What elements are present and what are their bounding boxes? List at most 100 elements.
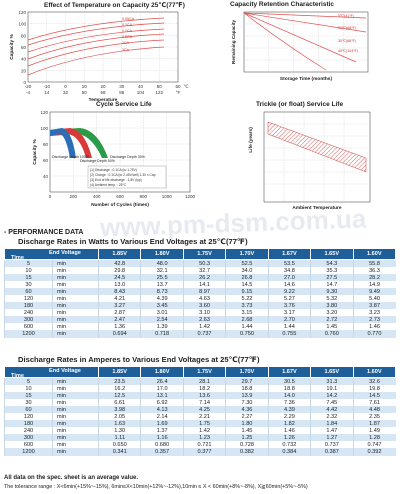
- x-tick-c: -10: [43, 84, 50, 89]
- y-tick: 0: [23, 80, 26, 85]
- value-cell: 6.61: [97, 399, 141, 407]
- value-cell: 4.13: [140, 406, 184, 414]
- footer-tolerance: The tolerance range : X<6min(+15%~-15%),…: [4, 484, 308, 490]
- voltage-header: 1.85V: [97, 366, 142, 378]
- value-cell: 31.3: [310, 377, 354, 386]
- value-cell: 3.87: [352, 302, 396, 310]
- table-row: 1200 min 0.341 0.357 0.377 0.382 0.384 0.387 0.3…: [4, 448, 396, 456]
- voltage-header: 1.60V: [352, 248, 397, 260]
- value-cell: 3.80: [310, 302, 354, 310]
- y-tick: 60: [21, 45, 27, 50]
- time-cell: 1200: [4, 330, 53, 338]
- cycle-life-plot: Discharge Depth 100% Discharge Depth 50%…: [32, 110, 196, 208]
- x-tick-f: 32: [63, 90, 69, 95]
- value-cell: 14.6: [267, 281, 311, 289]
- value-cell: 6.92: [140, 399, 184, 407]
- value-cell: 34.8: [267, 267, 311, 275]
- time-cell: 15: [4, 274, 53, 282]
- value-cell: 3.98: [97, 406, 141, 414]
- cycle-note: (3) End of life discharge : 1.8V (typ): [90, 178, 142, 182]
- value-cell: 27.0: [267, 274, 311, 282]
- x-tick-c: 60: [175, 84, 181, 89]
- cycle-note: (4) Ambient temp. : 25℃: [90, 183, 126, 187]
- value-cell: 14.5: [225, 281, 269, 289]
- value-cell: 1.39: [140, 323, 184, 331]
- value-cell: 35.3: [310, 267, 354, 275]
- time-cell: 5: [4, 377, 53, 386]
- value-cell: 3.45: [140, 302, 184, 310]
- value-cell: 5.32: [310, 295, 354, 303]
- y-tick: 60: [43, 158, 49, 163]
- value-cell: 12.5: [97, 392, 141, 400]
- value-cell: 2.05: [97, 413, 141, 421]
- value-cell: 1.82: [267, 420, 311, 428]
- value-cell: 1.45: [225, 427, 269, 435]
- value-cell: 13.7: [140, 281, 184, 289]
- temp-capacity-plot: 0.05CA 0.1CA 0.2CA 0.5CA 1CA 3CA 120 100…: [9, 10, 189, 103]
- unit-cell: min: [52, 448, 99, 456]
- value-cell: 29.8: [97, 267, 141, 275]
- voltage-header: 1.67V: [267, 248, 312, 260]
- value-cell: 7.36: [267, 399, 311, 407]
- y-axis-label: Capacity %: [9, 33, 15, 59]
- value-cell: 1.44: [267, 323, 311, 331]
- trickle-life-plot: Life (years) Ambient Temperature: [248, 111, 371, 211]
- value-cell: 1.42: [182, 323, 226, 331]
- value-cell: 0.392: [352, 448, 396, 456]
- value-cell: 4.63: [182, 295, 226, 303]
- value-cell: 50.3: [182, 259, 226, 268]
- value-cell: 9.22: [267, 288, 311, 296]
- time-cell: 30: [4, 399, 53, 407]
- cycle-life-chart: Cycle Service Life Discharge Depth 100% …: [30, 100, 230, 212]
- value-cell: 3.73: [225, 302, 269, 310]
- value-cell: 18.2: [182, 385, 226, 393]
- x-tick-f: 86: [119, 90, 125, 95]
- value-cell: 1.30: [97, 427, 141, 435]
- x-axis-label: Storage Time (months): [280, 76, 333, 82]
- y-axis-label: Life (years): [248, 127, 254, 153]
- value-cell: 4.21: [97, 295, 141, 303]
- value-cell: 1.16: [140, 434, 184, 442]
- value-cell: 2.72: [310, 316, 354, 324]
- value-cell: 2.87: [97, 309, 141, 317]
- x-tick-f: °F: [176, 90, 181, 95]
- value-cell: 7.45: [310, 399, 354, 407]
- time-cell: 10: [4, 385, 53, 393]
- value-cell: 4.25: [182, 406, 226, 414]
- value-cell: 2.47: [97, 316, 141, 324]
- value-cell: 9.49: [352, 288, 396, 296]
- table-row: 240 min 1.30 1.37 1.42 1.45 1.46 1.47 1.49: [4, 427, 396, 435]
- table-row: 15 min 24.5 25.5 26.2 26.8 27.0 27.5 28.2: [4, 274, 396, 282]
- voltage-header: 1.65V: [310, 248, 354, 260]
- curve-label: 3CA: [122, 48, 130, 52]
- value-cell: 0.747: [352, 441, 396, 449]
- unit-cell: min: [52, 441, 99, 449]
- x-tick: 400: [93, 194, 101, 199]
- unit-cell: min: [52, 281, 99, 289]
- value-cell: 1.87: [352, 420, 396, 428]
- unit-cell: min: [52, 420, 99, 428]
- value-cell: 1.46: [267, 427, 311, 435]
- value-cell: 2.54: [140, 316, 184, 324]
- time-cell: 120: [4, 295, 53, 303]
- unit-cell: min: [52, 399, 99, 407]
- value-cell: 13.0: [97, 281, 141, 289]
- value-cell: 32.1: [140, 267, 184, 275]
- voltage-header: 1.67V: [267, 366, 312, 378]
- value-cell: 1.46: [352, 323, 396, 331]
- x-tick: 800: [140, 194, 148, 199]
- time-cell: 300: [4, 434, 53, 442]
- x-tick-f: 14: [44, 90, 50, 95]
- value-cell: 4.39: [140, 295, 184, 303]
- value-cell: 0.384: [267, 448, 311, 456]
- y-axis-label: Remaining Capacity: [231, 20, 236, 64]
- y-tick: 20: [21, 68, 27, 73]
- time-cell: 300: [4, 316, 53, 324]
- x-tick-f: 50: [82, 90, 88, 95]
- value-cell: 26.2: [182, 274, 226, 282]
- time-cell: 5: [4, 259, 53, 268]
- x-tick-f: 68: [100, 90, 106, 95]
- curve-label: 5℃(41℉): [338, 14, 354, 18]
- value-cell: 3.27: [97, 302, 141, 310]
- curve-label: 1CA: [122, 41, 130, 45]
